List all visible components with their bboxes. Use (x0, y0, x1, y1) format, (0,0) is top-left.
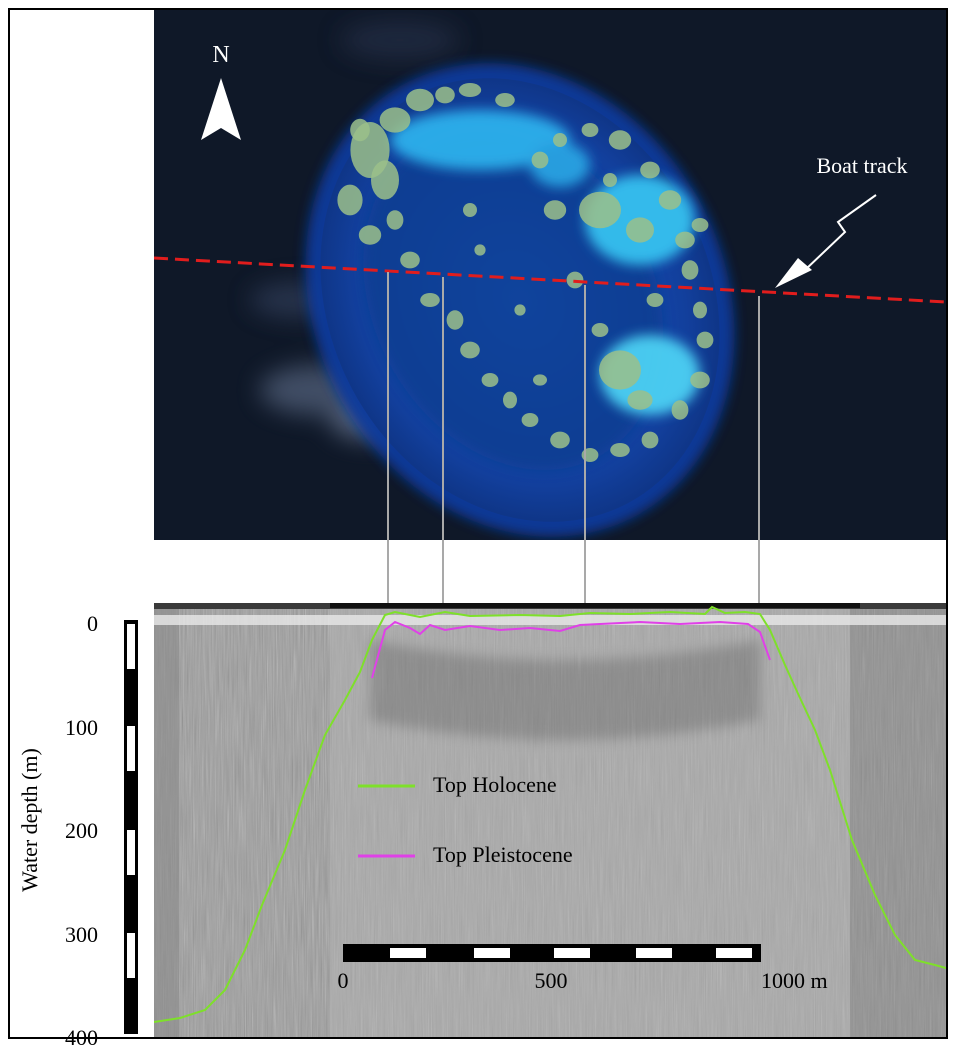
depth-tick-300: 300 (65, 922, 98, 947)
north-label: N (212, 42, 229, 68)
distance-tick-500: 500 (535, 968, 568, 993)
distance-tick-1000: 1000 m (761, 968, 828, 993)
satellite-image (154, 10, 946, 540)
legend-item-pleistocene: Top Pleistocene (358, 842, 573, 867)
reef-patches (337, 83, 714, 462)
legend-label-pleistocene: Top Pleistocene (433, 842, 573, 867)
connector-lines (387, 272, 760, 610)
distance-scale-bar (343, 944, 761, 962)
north-arrow-icon (201, 78, 241, 140)
depth-axis-label: Water depth (m) (17, 748, 42, 892)
boat-track-line (154, 256, 946, 304)
legend-item-holocene: Top Holocene (358, 772, 557, 797)
top-pleistocene-line (371, 620, 771, 679)
distance-tick-labels: 0 500 1000 m (338, 968, 828, 993)
boat-track-label: Boat track (816, 153, 907, 178)
depth-tick-200: 200 (65, 818, 98, 843)
top-holocene-line (154, 605, 946, 1023)
arrow-head-icon (775, 258, 812, 288)
depth-tick-labels: 0 100 200 300 400 (65, 611, 98, 1050)
distance-tick-0: 0 (338, 968, 349, 993)
seismic-profile (154, 603, 946, 1037)
north-arrow: N (201, 42, 241, 140)
legend-label-holocene: Top Holocene (433, 772, 557, 797)
depth-scale-bar (124, 620, 138, 1034)
depth-tick-0: 0 (87, 611, 98, 636)
depth-tick-400: 400 (65, 1025, 98, 1047)
depth-tick-100: 100 (65, 715, 98, 740)
legend: Top Holocene Top Pleistocene (358, 772, 573, 867)
boat-track-pointer (775, 194, 877, 288)
